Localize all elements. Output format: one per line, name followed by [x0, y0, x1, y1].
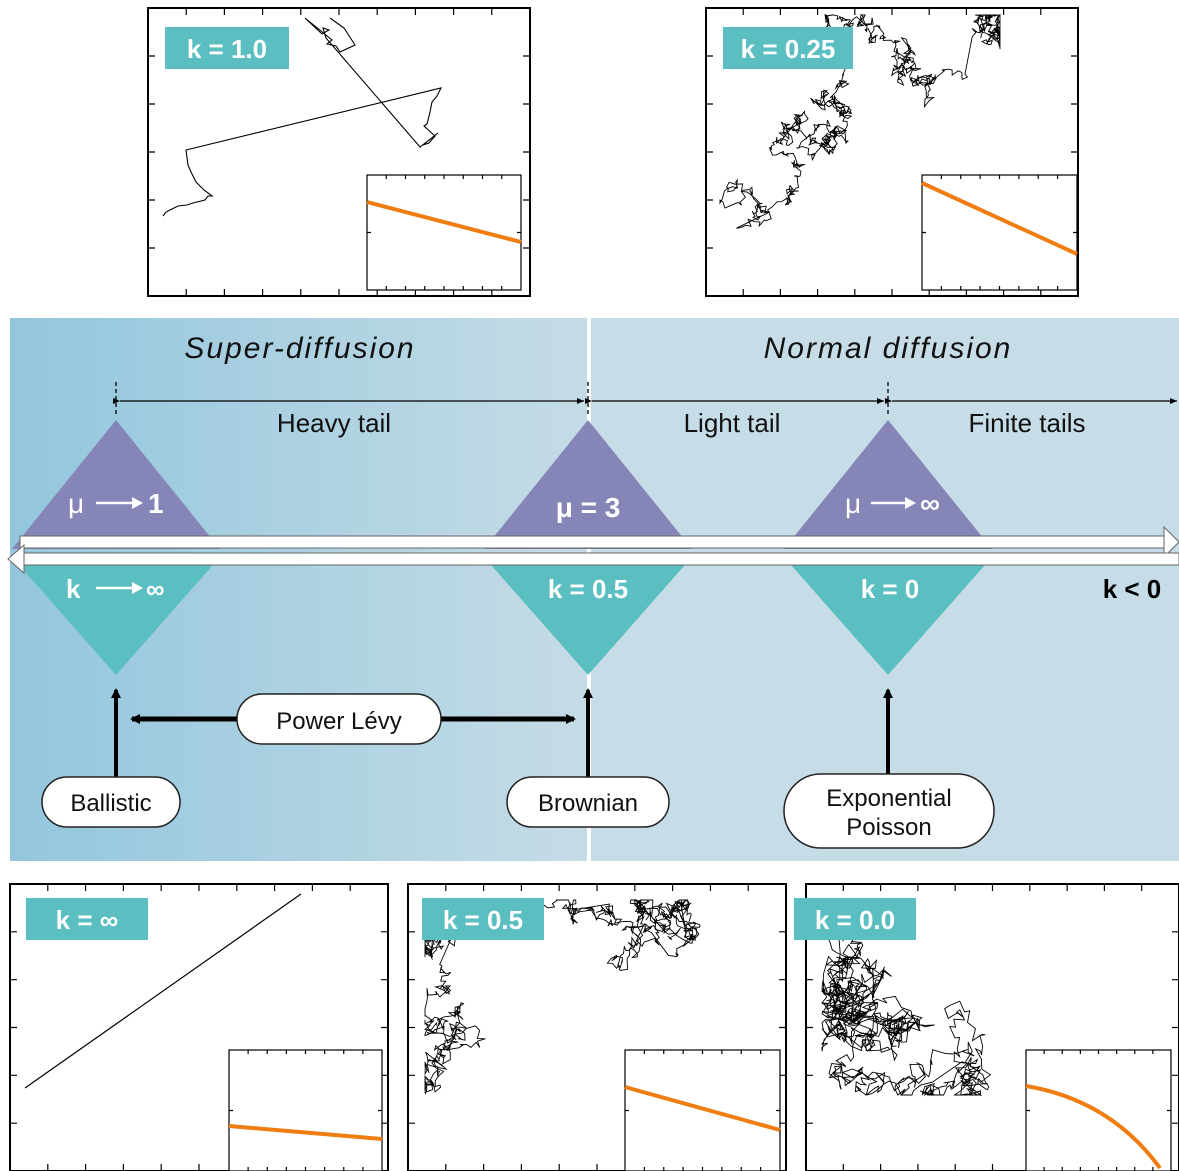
exponential-label: Exponential [826, 785, 951, 812]
panel-label-box [165, 27, 289, 69]
inset-ticks [1026, 1050, 1171, 1171]
k-axis-arrowhead [7, 543, 25, 575]
k-axis-bar [21, 552, 1179, 566]
panel-k-0.25: k = 0.25 [705, 7, 1079, 297]
k-0.5-marker [484, 557, 692, 675]
trajectory [24, 893, 302, 1089]
panel-label-box [723, 27, 853, 69]
power-levy-pill [236, 693, 442, 745]
panel-k-0.5: k = 0.5 [407, 883, 787, 1171]
inset-curve [366, 200, 522, 244]
ballistic-label: Ballistic [70, 790, 151, 817]
arrow-head-icon [132, 582, 143, 594]
mu-3-label: μ = 3 [556, 492, 621, 523]
heavy-tail-label: Heavy tail [277, 408, 391, 438]
tick-mark [625, 1050, 780, 1171]
panel-label-box [26, 898, 148, 940]
panel-label: k = 1.0 [187, 34, 267, 64]
mu-symbol: μ [845, 488, 861, 519]
trajectory-path [821, 923, 992, 1097]
k-inf-label: k ∞ [66, 574, 165, 604]
mu-axis-arrowhead [1163, 525, 1179, 559]
inset-curve [228, 1124, 383, 1141]
k-inf-marker [12, 557, 220, 675]
tick-mark [922, 175, 1077, 290]
mu-1-marker [12, 420, 220, 549]
panel-k-0.0: k = 0.0 [794, 883, 1179, 1171]
mu-1-label: μ 1 [68, 488, 164, 519]
normal-diffusion-label: Normal diffusion [764, 332, 1013, 365]
k-inf-value: ∞ [146, 574, 165, 604]
k-0-label: k = 0 [861, 574, 920, 604]
inset-ticks [229, 1050, 382, 1171]
inset-ticks [922, 175, 1077, 290]
panel-label-box [794, 898, 916, 940]
inset-curve [624, 1085, 781, 1132]
mu-symbol: μ [68, 488, 84, 519]
mu-inf-label: μ ∞ [845, 488, 940, 519]
mu-axis-bar [19, 535, 1169, 549]
mu-inf-value: ∞ [920, 488, 940, 519]
inset-ticks [367, 175, 521, 290]
inset-curve [921, 181, 1078, 256]
brownian-label: Brownian [538, 790, 638, 817]
power-levy-label: Power Lévy [276, 708, 401, 735]
panel-label-box [422, 898, 544, 940]
panel-k-1: k = 1.0 [147, 7, 531, 297]
panel-label: k = 0.5 [443, 905, 523, 935]
brownian-pill [506, 776, 670, 828]
trajectory [821, 923, 992, 1097]
tick-mark [367, 175, 521, 290]
panel-label: k = 0.25 [741, 34, 836, 64]
panel-label: k = ∞ [56, 905, 119, 935]
panel-ticks [706, 8, 1078, 296]
finite-tails-label: Finite tails [968, 408, 1085, 438]
inset-curve [1025, 1084, 1162, 1170]
panel-ticks [148, 8, 530, 296]
inset-ticks [625, 1050, 780, 1171]
poisson-label: Poisson [846, 814, 931, 841]
arrow-head-icon [905, 497, 916, 509]
exponential-poisson-pill [783, 773, 995, 849]
panel-label: k = 0.0 [815, 905, 895, 935]
k-symbol: k [66, 574, 81, 604]
k-0.5-label: k = 0.5 [548, 574, 628, 604]
arrow-head-icon [132, 497, 143, 509]
k-0-marker [784, 557, 992, 675]
light-tail-label: Light tail [684, 408, 781, 438]
tick-mark [706, 8, 1078, 296]
tick-mark [1026, 1050, 1171, 1171]
mu-3-marker [484, 420, 692, 549]
inset-frame [366, 174, 522, 291]
tick-mark [229, 1050, 382, 1171]
trajectory [162, 17, 443, 217]
tick-mark [148, 8, 530, 296]
ballistic-pill [41, 776, 181, 828]
k-negative-label: k < 0 [1103, 574, 1162, 604]
panel-k-inf: k = ∞ [9, 883, 389, 1171]
mu-1-value: 1 [148, 488, 164, 519]
inset-frame [228, 1049, 383, 1171]
mu-inf-marker [784, 420, 992, 549]
diffusion-band: Super-diffusion Normal diffusion Heavy t… [7, 318, 1179, 861]
parameter-axis [7, 525, 1179, 575]
super-diffusion-label: Super-diffusion [184, 332, 415, 365]
